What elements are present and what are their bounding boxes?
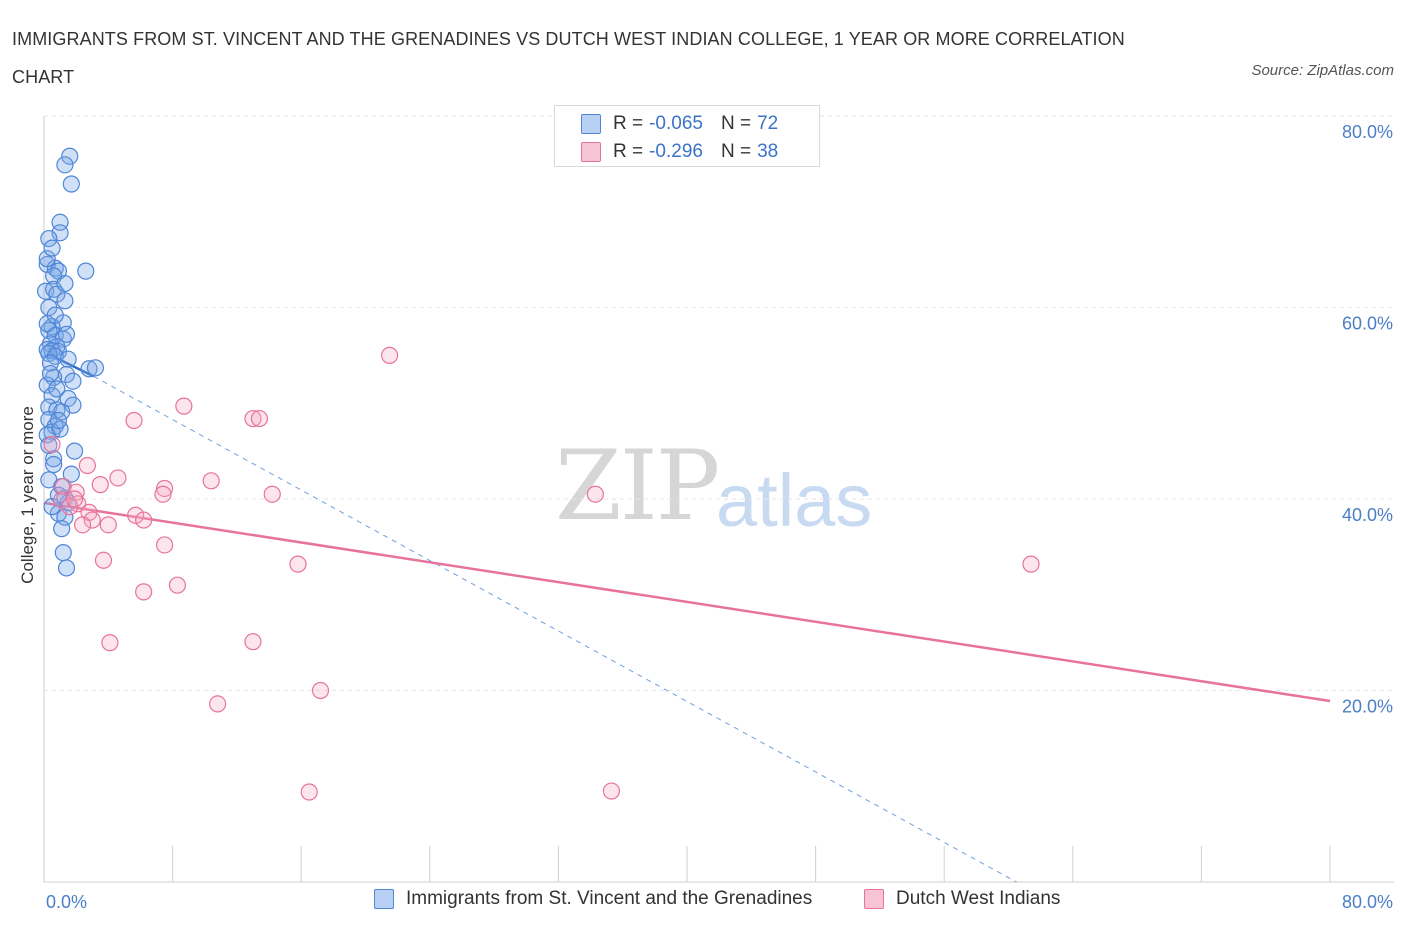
point-pink-5 bbox=[43, 435, 61, 454]
series-legend-item-blue: Immigrants from St. Vincent and the Gren… bbox=[374, 888, 812, 910]
legend-r-value-blue: -0.065 bbox=[649, 113, 703, 134]
legend-r-label-pink: R = bbox=[613, 141, 644, 162]
point-blue-68 bbox=[43, 239, 61, 257]
trend-line-pink bbox=[43, 501, 1331, 703]
point-pink-25 bbox=[155, 536, 174, 554]
point-blue-54 bbox=[53, 520, 71, 538]
series-legend: Immigrants from St. Vincent and the Gren… bbox=[0, 888, 1406, 916]
point-pink-13 bbox=[154, 485, 172, 503]
point-pink-22 bbox=[135, 511, 153, 529]
point-blue-30 bbox=[80, 360, 98, 378]
point-blue-65 bbox=[43, 498, 61, 516]
point-pink-3 bbox=[244, 409, 262, 428]
point-blue-70 bbox=[46, 306, 64, 324]
point-pink-33 bbox=[311, 681, 330, 700]
point-blue-67 bbox=[38, 250, 56, 268]
point-pink-8 bbox=[202, 472, 220, 490]
source-label: Source: ZipAtlas.com bbox=[1251, 62, 1394, 79]
y-tick-label-1: 40.0% bbox=[1342, 505, 1393, 525]
series-legend-label-blue: Immigrants from St. Vincent and the Gren… bbox=[406, 888, 813, 909]
x-tick-label-1: 80.0% bbox=[1342, 892, 1393, 912]
point-blue-5 bbox=[40, 229, 58, 248]
point-blue-62 bbox=[45, 455, 63, 474]
point-pink-35 bbox=[300, 783, 318, 801]
series-legend-label-pink: Dutch West Indians bbox=[896, 888, 1061, 909]
tick-labels: 20.0% 40.0% 60.0% 80.0% 0.0% 80.0% College, 1 … bbox=[18, 122, 1393, 912]
point-pink-32 bbox=[244, 633, 262, 651]
legend-row-pink: R = -0.296 N = 38 bbox=[581, 139, 778, 165]
x-tick-label-0: 0.0% bbox=[46, 892, 87, 912]
point-pink-30 bbox=[135, 583, 153, 601]
point-pink-26 bbox=[94, 551, 113, 569]
point-pink-20 bbox=[127, 506, 145, 524]
point-blue-31 bbox=[86, 359, 105, 377]
point-pink-34 bbox=[209, 695, 227, 713]
chart-title: IMMIGRANTS FROM ST. VINCENT AND THE GREN… bbox=[12, 29, 1125, 87]
point-blue-59 bbox=[48, 380, 66, 398]
series-legend-item-pink: Dutch West Indians bbox=[864, 888, 1060, 910]
point-pink-9 bbox=[91, 476, 109, 494]
trend-line-blue-dashed bbox=[93, 376, 1017, 883]
point-blue-34 bbox=[64, 372, 82, 390]
point-pink-23 bbox=[99, 516, 117, 534]
legend-r-value-pink: -0.296 bbox=[649, 141, 703, 162]
point-pink-24 bbox=[73, 516, 92, 534]
point-blue-28 bbox=[59, 350, 77, 368]
watermark-zip: ZIP bbox=[555, 430, 720, 542]
point-pink-27 bbox=[289, 555, 307, 573]
legend-n-label-pink: N = bbox=[720, 141, 752, 162]
point-blue-58 bbox=[41, 364, 60, 383]
legend-n-value-blue: 72 bbox=[757, 113, 779, 134]
point-pink-21 bbox=[83, 511, 101, 529]
legend-n-label-blue: N = bbox=[720, 113, 752, 134]
point-blue-71 bbox=[49, 411, 68, 430]
point-pink-31 bbox=[101, 634, 119, 652]
grid-lines bbox=[44, 115, 1394, 691]
point-pink-6 bbox=[78, 456, 97, 475]
point-blue-2 bbox=[62, 175, 80, 193]
point-pink-29 bbox=[168, 576, 187, 594]
point-blue-60 bbox=[51, 420, 69, 438]
correlation-legend: R = -0.065 N = 72 R = -0.296 N = 38 bbox=[554, 105, 820, 167]
y-tick-label-2: 60.0% bbox=[1342, 314, 1393, 334]
watermark-atlas: atlas bbox=[716, 459, 873, 542]
point-blue-69 bbox=[57, 325, 76, 343]
point-blue-56 bbox=[57, 559, 76, 577]
y-axis-label: College, 1 year or more bbox=[18, 406, 37, 584]
series-legend-swatch-blue bbox=[374, 889, 394, 909]
y-tick-label-3: 80.0% bbox=[1342, 122, 1393, 142]
point-blue-48 bbox=[62, 465, 80, 483]
legend-row-blue: R = -0.065 N = 72 bbox=[581, 111, 778, 137]
point-blue-47 bbox=[45, 450, 63, 468]
data-points bbox=[37, 147, 1040, 801]
axes bbox=[43, 116, 1394, 883]
legend-r-label-blue: R = bbox=[613, 113, 644, 134]
series-legend-swatch-pink bbox=[864, 889, 884, 909]
point-blue-66 bbox=[56, 274, 74, 293]
trend-lines bbox=[43, 352, 1331, 883]
point-pink-37 bbox=[65, 490, 84, 508]
point-blue-14 bbox=[56, 292, 74, 310]
point-blue-6 bbox=[77, 262, 95, 280]
y-tick-label-0: 20.0% bbox=[1342, 697, 1393, 717]
legend-n-value-pink: 38 bbox=[757, 141, 779, 162]
point-pink-7 bbox=[109, 469, 127, 487]
point-blue-0 bbox=[61, 147, 79, 165]
point-blue-55 bbox=[54, 544, 72, 562]
point-pink-4 bbox=[250, 409, 269, 428]
point-pink-14 bbox=[263, 485, 281, 503]
trend-line-blue-solid bbox=[46, 352, 95, 378]
point-pink-2 bbox=[125, 411, 143, 430]
point-blue-1 bbox=[56, 156, 74, 174]
point-pink-1 bbox=[175, 397, 193, 415]
point-blue-46 bbox=[65, 442, 84, 460]
point-pink-0 bbox=[381, 346, 399, 364]
point-pink-28 bbox=[1022, 555, 1040, 573]
legend-swatch-pink bbox=[581, 142, 601, 162]
point-pink-36 bbox=[602, 782, 621, 800]
point-pink-15 bbox=[586, 485, 604, 503]
legend-swatch-blue bbox=[581, 114, 601, 134]
